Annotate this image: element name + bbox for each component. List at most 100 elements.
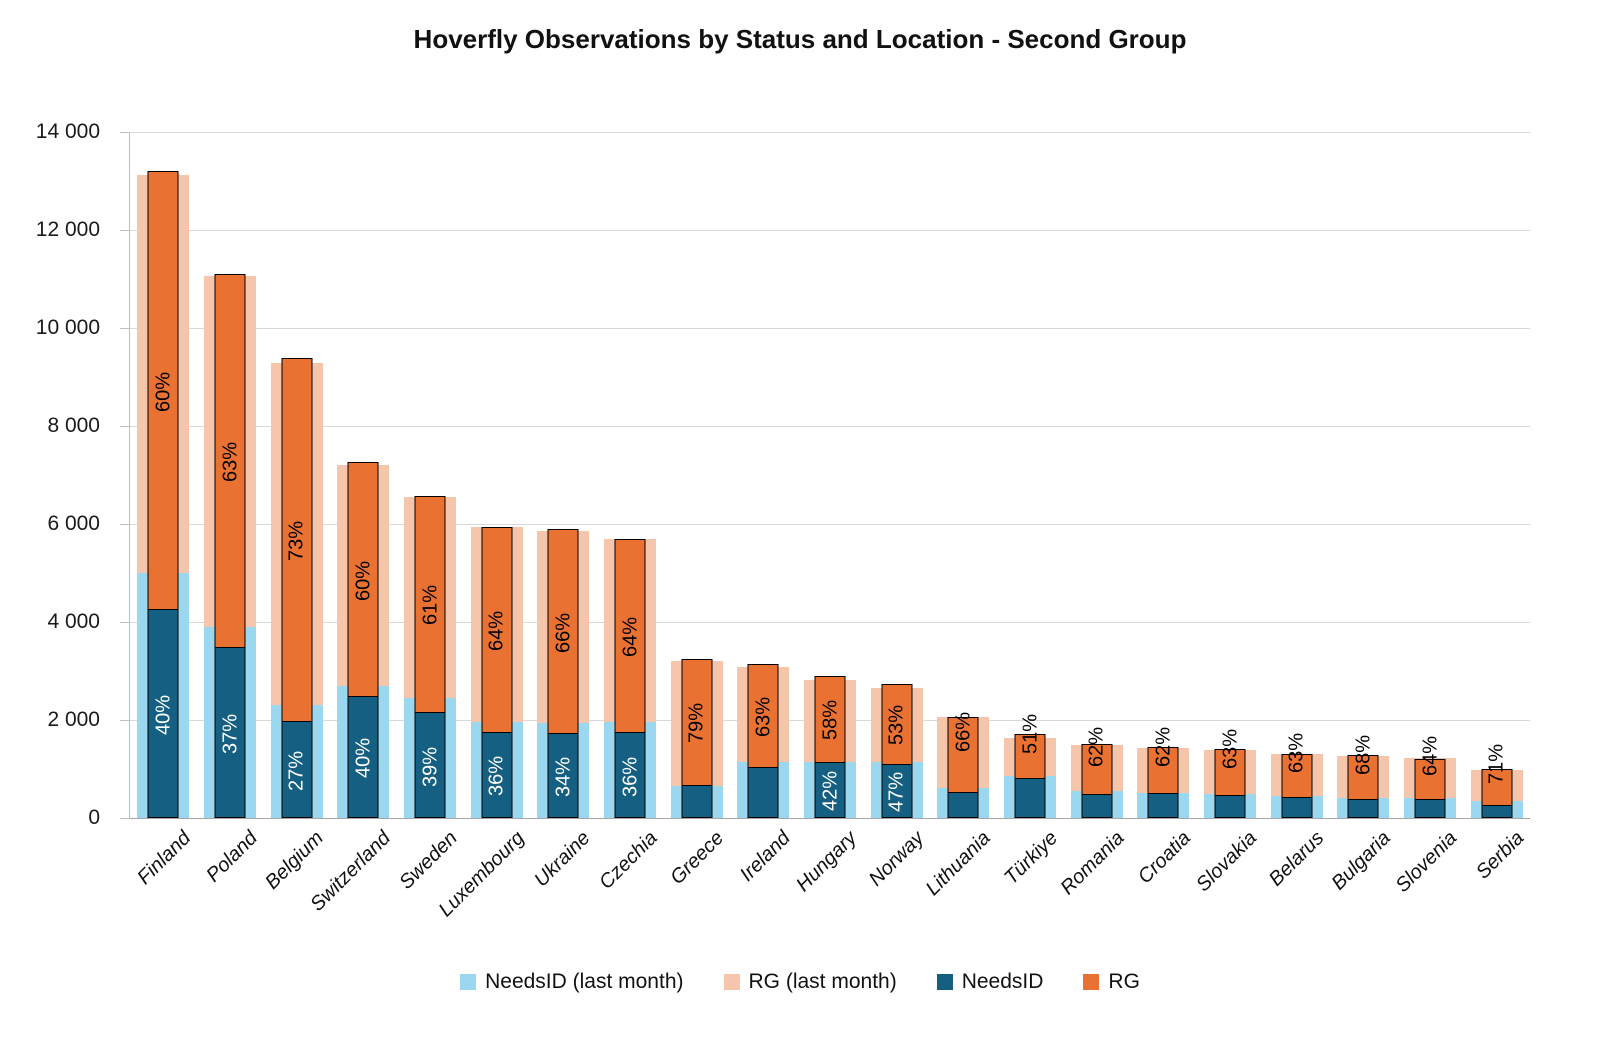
y-axis-tick-label: 14 000 (35, 120, 100, 143)
needsid-last-month-swatch-icon (460, 974, 477, 990)
rg-percent-label: 79% (685, 703, 708, 744)
total-bar: 62% (1147, 727, 1179, 818)
country-slot-slovakia: 63% Slovakia (1193, 132, 1264, 896)
gridline (130, 524, 1530, 525)
total-bar: 71% (1481, 744, 1513, 818)
legend-item-needsid-last-month: NeedsID (last month) (460, 970, 684, 994)
x-axis-label-sweden: Sweden (394, 827, 462, 894)
y-axis-line (129, 132, 130, 818)
chart-title: Hoverfly Observations by Status and Loca… (413, 24, 1187, 54)
y-axis-tick-label: 0 (88, 806, 100, 829)
needsid-percent-label: 42% (819, 771, 842, 812)
x-axis-label-bulgaria: Bulgaria (1327, 827, 1395, 895)
legend-item-rg-last-month: RG (last month) (723, 970, 897, 994)
x-axis-label-greece: Greece (666, 827, 729, 889)
x-axis-label-czechia: Czechia (594, 827, 662, 894)
x-axis-label-slovakia: Slovakia (1192, 827, 1262, 897)
country-slot-belgium: 73% 27% Belgium (262, 132, 330, 894)
rg-percent-label: 60% (152, 371, 175, 412)
needsid-segment (815, 761, 845, 817)
x-axis-label-norway: Norway (864, 827, 929, 891)
needsid-segment (682, 785, 712, 817)
rg-percent-label: 63% (1285, 732, 1308, 774)
country-slot-poland: 63% 37% Poland (197, 132, 264, 887)
rg-percent-label: 68% (1352, 734, 1375, 775)
total-bar: 73% 27% (281, 358, 313, 818)
rg-percent-label: 64% (1419, 736, 1442, 777)
needsid-percent-label: 34% (552, 757, 575, 798)
country-slot-finland: 60% 40% Finland (130, 132, 197, 889)
country-slot-luxembourg: 64% 36% Luxembourg (434, 132, 530, 921)
country-slot-belarus: 63% Belarus (1263, 132, 1330, 891)
y-axis-tick-label: 12 000 (35, 218, 100, 241)
legend-item-rg: RG (1083, 970, 1140, 994)
country-slot-serbia: 71% Serbia (1463, 132, 1530, 883)
x-axis-label-türkiye: Türkiye (999, 827, 1062, 889)
country-slot-türkiye: 51% Türkiye (997, 132, 1064, 889)
y-axis-tick-label: 10 000 (35, 316, 100, 339)
needsid-segment (1215, 794, 1245, 817)
rg-percent-label: 62% (1085, 726, 1108, 767)
y-axis-tick (120, 622, 130, 623)
x-axis-label-belgium: Belgium (261, 827, 329, 894)
needsid-segment (215, 647, 245, 817)
total-bar: 64% (1414, 736, 1446, 818)
total-bar: 60% 40% (347, 462, 379, 818)
gridline (130, 132, 1530, 133)
needsid-segment (548, 733, 578, 817)
bars-layer: 60% 40% Finland 63% 37% Poland 73% 27% Belgium 60… (130, 132, 1530, 921)
needsid-segment (482, 731, 512, 817)
total-bar: 58% 42% (814, 676, 846, 818)
total-bar: 66% 34% (547, 529, 579, 818)
gridline (130, 328, 1530, 329)
needsid-percent-label: 37% (219, 714, 241, 755)
x-axis-line (130, 818, 1530, 819)
y-axis-tick (120, 230, 130, 231)
country-slot-hungary: 58% 42% Hungary (793, 132, 864, 896)
needsid-segment (348, 695, 378, 817)
x-axis-label-lithuania: Lithuania (921, 827, 995, 900)
needsid-percent-label: 39% (419, 746, 442, 787)
y-axis-tick-label: 4 000 (47, 610, 100, 633)
x-axis-label-finland: Finland (132, 827, 195, 889)
needsid-segment (1282, 797, 1312, 817)
gridline (130, 230, 1530, 231)
rg-percent-label: 53% (885, 705, 908, 746)
needsid-segment (1348, 799, 1378, 817)
rg-percent-label: 51% (1019, 713, 1042, 754)
total-bar: 60% 40% (147, 171, 179, 818)
y-axis-tick (120, 524, 130, 525)
y-axis-tick (120, 426, 130, 427)
needsid-segment (948, 791, 978, 817)
total-bar: 62% (1081, 727, 1113, 818)
needsid-segment (615, 732, 645, 817)
needsid-segment (1415, 798, 1445, 817)
country-slot-ukraine: 66% 34% Ukraine (530, 132, 597, 891)
rg-percent-label: 64% (619, 617, 642, 658)
rg-percent-label: 58% (819, 700, 842, 741)
country-slot-croatia: 62% Croatia (1130, 132, 1197, 888)
rg-percent-label: 73% (285, 521, 308, 562)
country-slot-bulgaria: 68% Bulgaria (1328, 132, 1397, 895)
x-axis-label-ireland: Ireland (736, 827, 795, 886)
legend-label: RG (1108, 970, 1140, 993)
total-bar: 68% (1347, 735, 1379, 818)
x-axis-label-poland: Poland (201, 827, 262, 887)
country-slot-switzerland: 60% 40% Switzerland (306, 132, 397, 916)
needsid-percent-label: 36% (485, 756, 508, 797)
country-slot-sweden: 61% 39% Sweden (395, 132, 464, 894)
rg-last-month-swatch-icon (723, 974, 740, 990)
rg-percent-label: 61% (419, 585, 442, 626)
rg-percent-label: 71% (1485, 744, 1508, 785)
x-axis-label-slovenia: Slovenia (1391, 827, 1462, 897)
total-bar: 66% (947, 712, 979, 818)
x-axis-label-romania: Romania (1056, 827, 1129, 900)
needsid-segment (1482, 804, 1512, 817)
country-slot-ireland: 63% Ireland (730, 132, 797, 886)
needsid-percent-label: 40% (152, 695, 175, 736)
total-bar: 61% 39% (414, 495, 446, 818)
country-slot-romania: 62% Romania (1056, 132, 1130, 900)
country-slot-lithuania: 66% Lithuania (922, 132, 997, 900)
needsid-segment (1015, 778, 1045, 817)
